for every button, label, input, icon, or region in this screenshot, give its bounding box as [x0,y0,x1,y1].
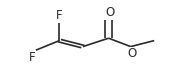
Text: F: F [56,9,63,22]
Text: O: O [128,47,137,60]
Text: O: O [105,6,115,20]
Text: F: F [29,51,36,64]
